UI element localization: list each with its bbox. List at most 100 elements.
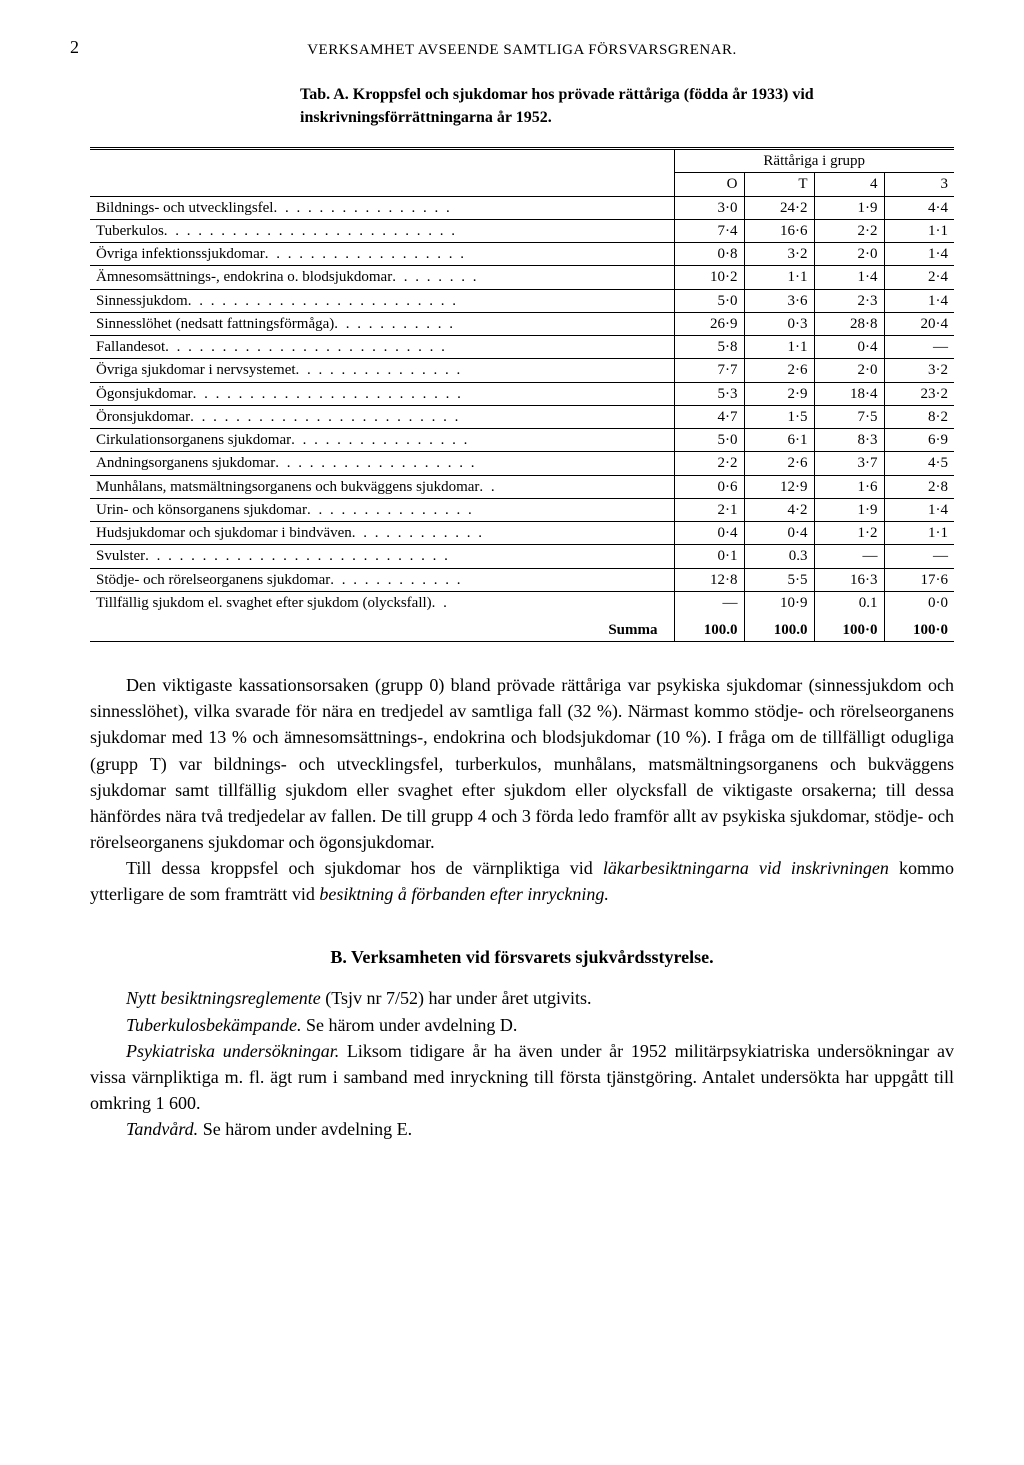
table-cell: — xyxy=(674,591,744,614)
table-cell: 2·2 xyxy=(814,219,884,242)
col-header: 3 xyxy=(884,173,954,196)
table-cell: 4·7 xyxy=(674,405,744,428)
table-cell: 8·3 xyxy=(814,429,884,452)
summa-label: Summa xyxy=(90,614,674,642)
text: Se härom under avdelning D. xyxy=(301,1015,517,1035)
paragraph-2: Till dessa kroppsfel och sjukdomar hos d… xyxy=(90,855,954,907)
col-header: O xyxy=(674,173,744,196)
table-cell: 2·4 xyxy=(884,266,954,289)
table-cell: 0·0 xyxy=(884,591,954,614)
table-cell: 1·9 xyxy=(814,498,884,521)
table-cell: 3·0 xyxy=(674,196,744,219)
table-cell: 10·2 xyxy=(674,266,744,289)
table-cell: 10·9 xyxy=(744,591,814,614)
section-b-line-4: Tandvård. Se härom under avdelning E. xyxy=(90,1116,954,1142)
table-cell: 16·3 xyxy=(814,568,884,591)
table-cell: 1·6 xyxy=(814,475,884,498)
table-cell: 12·8 xyxy=(674,568,744,591)
table-row-label: Bildnings- och utvecklingsfel . . . . . … xyxy=(90,196,674,219)
table-cell: 1·4 xyxy=(884,289,954,312)
text: Till dessa kroppsfel och sjukdomar hos d… xyxy=(126,858,603,878)
table-row-label: Andningsorganens sjukdomar . . . . . . .… xyxy=(90,452,674,475)
section-b-line-2: Tuberkulosbekämpande. Se härom under avd… xyxy=(90,1012,954,1038)
italic-text: Psykiatriska undersökningar. xyxy=(126,1041,339,1061)
table-cell: 0·1 xyxy=(674,545,744,568)
table-cell: 3·6 xyxy=(744,289,814,312)
table-cell: — xyxy=(884,336,954,359)
table-cell: 1·4 xyxy=(884,498,954,521)
italic-text: Tandvård. xyxy=(126,1119,198,1139)
text: (Tsjv nr 7/52) har under året utgivits. xyxy=(321,988,592,1008)
table-cell: 2·8 xyxy=(884,475,954,498)
table-cell: 1·1 xyxy=(884,219,954,242)
table-cell: 17·6 xyxy=(884,568,954,591)
table-cell: 7·7 xyxy=(674,359,744,382)
table-cell: 5·5 xyxy=(744,568,814,591)
table-cell: 0.3 xyxy=(744,545,814,568)
table-cell: 0·3 xyxy=(744,312,814,335)
table-cell: 5·8 xyxy=(674,336,744,359)
table-cell: 16·6 xyxy=(744,219,814,242)
table-cell: 4·2 xyxy=(744,498,814,521)
summa-val: 100.0 xyxy=(744,614,814,642)
summa-val: 100·0 xyxy=(814,614,884,642)
summa-val: 100.0 xyxy=(674,614,744,642)
table-cell: 0·6 xyxy=(674,475,744,498)
data-table: Rättåriga i grupp O T 4 3 Bildnings- och… xyxy=(90,147,954,642)
section-b-line-1: Nytt besiktningsreglemente (Tsjv nr 7/52… xyxy=(90,985,954,1011)
table-cell: 20·4 xyxy=(884,312,954,335)
table-cell: 2·0 xyxy=(814,359,884,382)
table-cell: 3·2 xyxy=(884,359,954,382)
table-cell: 3·2 xyxy=(744,243,814,266)
table-row-label: Stödje- och rörelseorganens sjukdomar . … xyxy=(90,568,674,591)
running-head: VERKSAMHET AVSEENDE SAMTLIGA FÖRSVARSGRE… xyxy=(90,40,954,60)
table-cell: 26·9 xyxy=(674,312,744,335)
text: Se härom under avdelning E. xyxy=(198,1119,412,1139)
table-row-label: Sinnessjukdom . . . . . . . . . . . . . … xyxy=(90,289,674,312)
table-row-label: Svulster . . . . . . . . . . . . . . . .… xyxy=(90,545,674,568)
group-header: Rättåriga i grupp xyxy=(674,149,954,173)
table-cell: 2·0 xyxy=(814,243,884,266)
table-cell: 1·1 xyxy=(744,266,814,289)
italic-text: besiktning å förbanden efter inryckning. xyxy=(319,884,608,904)
italic-text: Tuberkulosbekämpande. xyxy=(126,1015,301,1035)
table-row-label: Öronsjukdomar . . . . . . . . . . . . . … xyxy=(90,405,674,428)
table-row-label: Munhålans, matsmältningsorganens och buk… xyxy=(90,475,674,498)
table-cell: 12·9 xyxy=(744,475,814,498)
table-cell: 3·7 xyxy=(814,452,884,475)
table-row-label: Övriga sjukdomar i nervsystemet . . . . … xyxy=(90,359,674,382)
table-row-label: Hudsjukdomar och sjukdomar i bindväven .… xyxy=(90,522,674,545)
col-header: T xyxy=(744,173,814,196)
table-cell: 0·8 xyxy=(674,243,744,266)
table-cell: 1·1 xyxy=(884,522,954,545)
table-cell: 2·9 xyxy=(744,382,814,405)
table-row-label: Övriga infektionssjukdomar . . . . . . .… xyxy=(90,243,674,266)
table-cell: 1·2 xyxy=(814,522,884,545)
table-cell: 2·6 xyxy=(744,452,814,475)
table-cell: 5·0 xyxy=(674,289,744,312)
italic-text: läkarbesiktningarna vid inskrivningen xyxy=(603,858,889,878)
table-cell: 8·2 xyxy=(884,405,954,428)
table-cell: — xyxy=(814,545,884,568)
italic-text: Nytt besiktningsreglemente xyxy=(126,988,321,1008)
table-cell: 6·9 xyxy=(884,429,954,452)
table-row-label: Tillfällig sjukdom el. svaghet efter sju… xyxy=(90,591,674,614)
table-cell: 28·8 xyxy=(814,312,884,335)
table-cell: 23·2 xyxy=(884,382,954,405)
table-cell: 0.1 xyxy=(814,591,884,614)
table-cell: — xyxy=(884,545,954,568)
table-cell: 0·4 xyxy=(674,522,744,545)
table-cell: 7·5 xyxy=(814,405,884,428)
table-cell: 1·9 xyxy=(814,196,884,219)
table-row-label: Ämnesomsättnings-, endokrina o. blodsjuk… xyxy=(90,266,674,289)
table-cell: 0·4 xyxy=(814,336,884,359)
table-row-label: Tuberkulos . . . . . . . . . . . . . . .… xyxy=(90,219,674,242)
paragraph-1: Den viktigaste kassationsorsaken (grupp … xyxy=(90,672,954,855)
table-row-label: Fallandesot . . . . . . . . . . . . . . … xyxy=(90,336,674,359)
table-cell: 2·6 xyxy=(744,359,814,382)
table-row-label: Sinnesslöhet (nedsatt fattningsförmåga) … xyxy=(90,312,674,335)
table-cell: 1·4 xyxy=(884,243,954,266)
summa-val: 100·0 xyxy=(884,614,954,642)
table-cell: 1·1 xyxy=(744,336,814,359)
table-cell: 7·4 xyxy=(674,219,744,242)
